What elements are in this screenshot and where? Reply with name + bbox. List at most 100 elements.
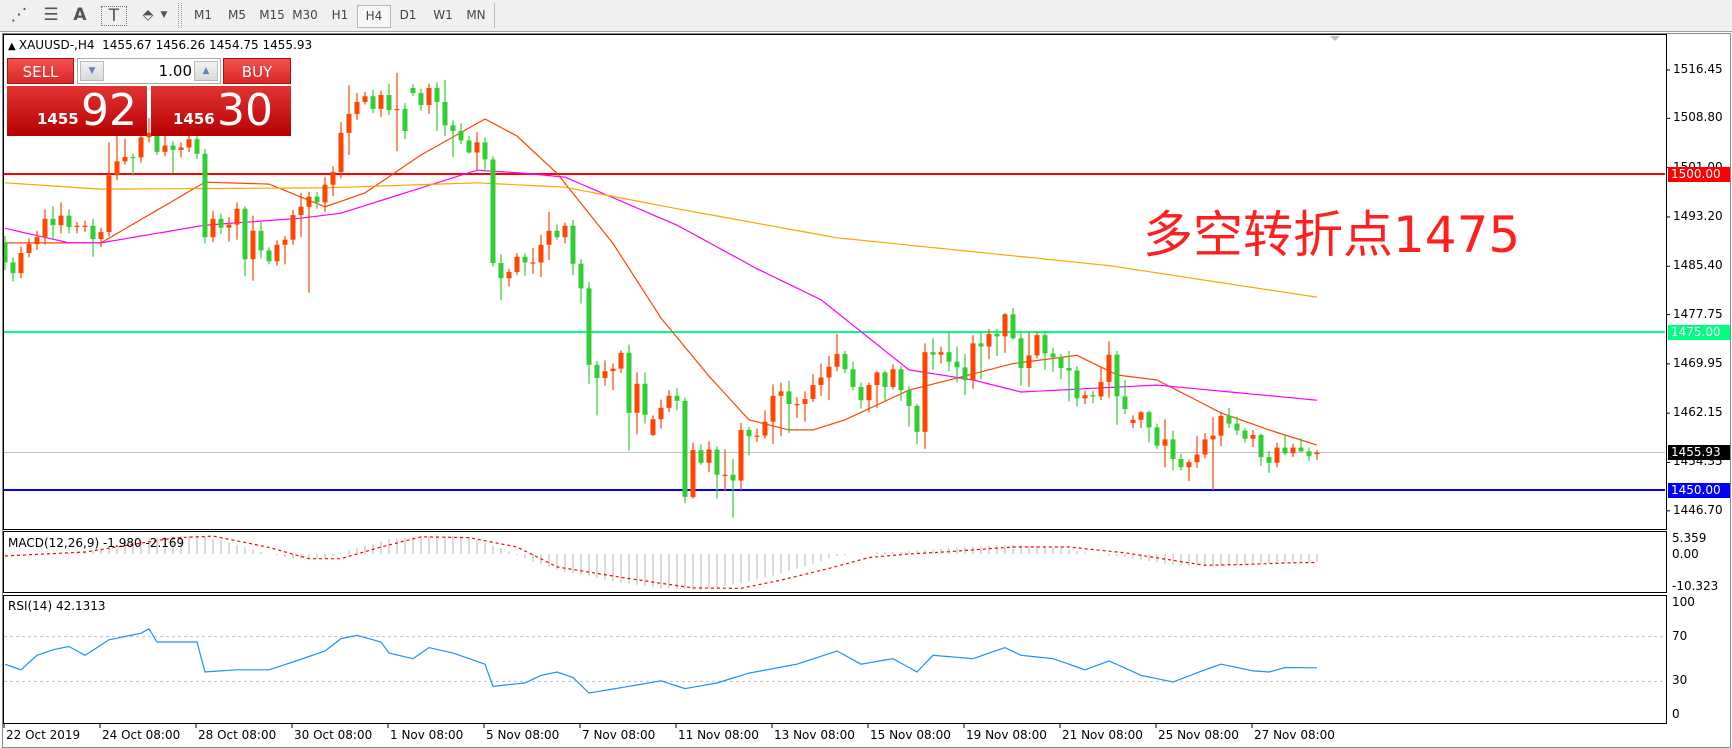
candle-body (290, 215, 296, 240)
candle (210, 210, 216, 243)
candle (682, 397, 688, 504)
sell-button[interactable]: SELL (7, 58, 74, 84)
timeframe-w1-button[interactable]: W1 (433, 8, 453, 22)
candle (266, 247, 272, 265)
moving-average-line-2 (4, 169, 1318, 401)
lot-decrease-button[interactable]: ▼ (80, 61, 104, 81)
fibonacci-fan-icon[interactable]: ☰ (43, 5, 59, 25)
timeframe-h4-button[interactable]: H4 (357, 5, 391, 28)
candle (706, 441, 712, 473)
candle (1178, 453, 1184, 471)
candle-body (842, 354, 848, 370)
price-axis-label: 1469.95 (1673, 355, 1723, 370)
candle-body (450, 125, 456, 131)
timeframe-m5-button[interactable]: M5 (228, 8, 246, 22)
candle-body (602, 371, 608, 379)
candle (962, 354, 968, 396)
candle (202, 148, 208, 244)
text-box-icon[interactable]: T (101, 6, 127, 26)
date-axis-label: 25 Nov 08:00 (1158, 728, 1239, 742)
candle-body (634, 383, 640, 413)
candle (634, 372, 640, 435)
candle-body (386, 94, 392, 111)
timeframe-d1-button[interactable]: D1 (399, 8, 417, 22)
candle-body (1050, 353, 1056, 358)
candle-body (730, 474, 736, 481)
candle (666, 390, 672, 413)
candle (954, 346, 960, 383)
candle (1274, 442, 1280, 468)
candle-body (690, 450, 696, 497)
candle-body (514, 256, 520, 272)
candle-body (258, 230, 264, 251)
buy-button[interactable]: BUY (223, 58, 291, 84)
candle-body (1186, 462, 1192, 468)
sell-price-big-figure: 1455 (37, 110, 79, 128)
lot-increase-button[interactable]: ▲ (194, 61, 218, 81)
candle-body (146, 132, 152, 138)
candle (298, 192, 304, 238)
price-axis-label: 1493.20 (1673, 208, 1723, 223)
rsi-pane[interactable] (3, 595, 1667, 724)
candle (394, 72, 400, 152)
elliott-wave-icon[interactable]: ⋰ (10, 5, 28, 25)
timeframe-h1-button[interactable]: H1 (331, 8, 349, 22)
timeframe-mn-button[interactable]: MN (466, 8, 486, 22)
main-price-pane[interactable] (3, 34, 1667, 530)
candle (1234, 416, 1240, 435)
candle (226, 216, 232, 242)
price-axis-label: 1446.70 (1673, 502, 1723, 517)
lot-size-field[interactable]: ▼ 1.00 ▲ (77, 58, 221, 84)
candle-body (18, 252, 24, 274)
candle (234, 202, 240, 240)
timeframe-m15-button[interactable]: M15 (259, 8, 285, 22)
sell-price-button[interactable]: 1455 92 (7, 86, 147, 136)
date-axis-label: 28 Oct 08:00 (198, 728, 277, 742)
candle (1146, 410, 1152, 443)
candle-body (154, 132, 160, 152)
candle (1266, 450, 1272, 473)
lot-size-value[interactable]: 1.00 (158, 62, 192, 80)
toolbar: ⋰ ☰ A T ⬘ ▼ M1 M5 M15 M30 H1 H4 D1 W1 MN (0, 0, 1732, 32)
candle (170, 141, 176, 174)
rsi-axis-label: 30 (1672, 673, 1688, 688)
candle (810, 374, 816, 403)
candle (74, 221, 80, 234)
chevron-down-icon[interactable]: ▼ (160, 10, 168, 20)
candle (1034, 331, 1040, 359)
candle (618, 350, 624, 374)
candle-body (1242, 430, 1248, 439)
candle-body (554, 230, 560, 238)
macd-signal-line (4, 535, 1318, 589)
candle-body (626, 352, 632, 413)
timeframe-m1-button[interactable]: M1 (194, 8, 212, 22)
candle-body (138, 137, 144, 158)
candle (1218, 412, 1224, 447)
candle-body (994, 333, 1000, 337)
timeframe-m30-button[interactable]: M30 (292, 8, 318, 22)
candle-body (178, 147, 184, 150)
chart-annotation-text[interactable]: 多空转折点1475 (1143, 206, 1521, 264)
triangle-up-icon[interactable]: ▲ (8, 41, 19, 52)
candle-body (482, 142, 488, 160)
buy-price-button[interactable]: 1456 30 (151, 86, 291, 136)
candle-body (82, 225, 88, 227)
candle (314, 191, 320, 209)
arrows-icon[interactable]: ⬘ (142, 7, 154, 23)
candle (1258, 433, 1264, 466)
macd-pane[interactable] (3, 531, 1667, 593)
candle (594, 361, 600, 416)
text-label-icon[interactable]: A (73, 5, 87, 25)
candle (1282, 435, 1288, 456)
candle-body (194, 139, 200, 154)
candle (994, 328, 1000, 356)
candle (586, 282, 592, 384)
candle (242, 206, 248, 277)
candle (338, 122, 344, 179)
candle-body (1114, 354, 1120, 397)
rsi-axis-label: 0 (1672, 707, 1680, 721)
moving-average-line-3 (4, 182, 1318, 298)
one-click-trading-panel: SELL ▼ 1.00 ▲ BUY 1455 92 1456 30 (7, 58, 291, 136)
date-axis-label: 11 Nov 08:00 (678, 728, 759, 742)
date-axis-label: 15 Nov 08:00 (870, 728, 951, 742)
